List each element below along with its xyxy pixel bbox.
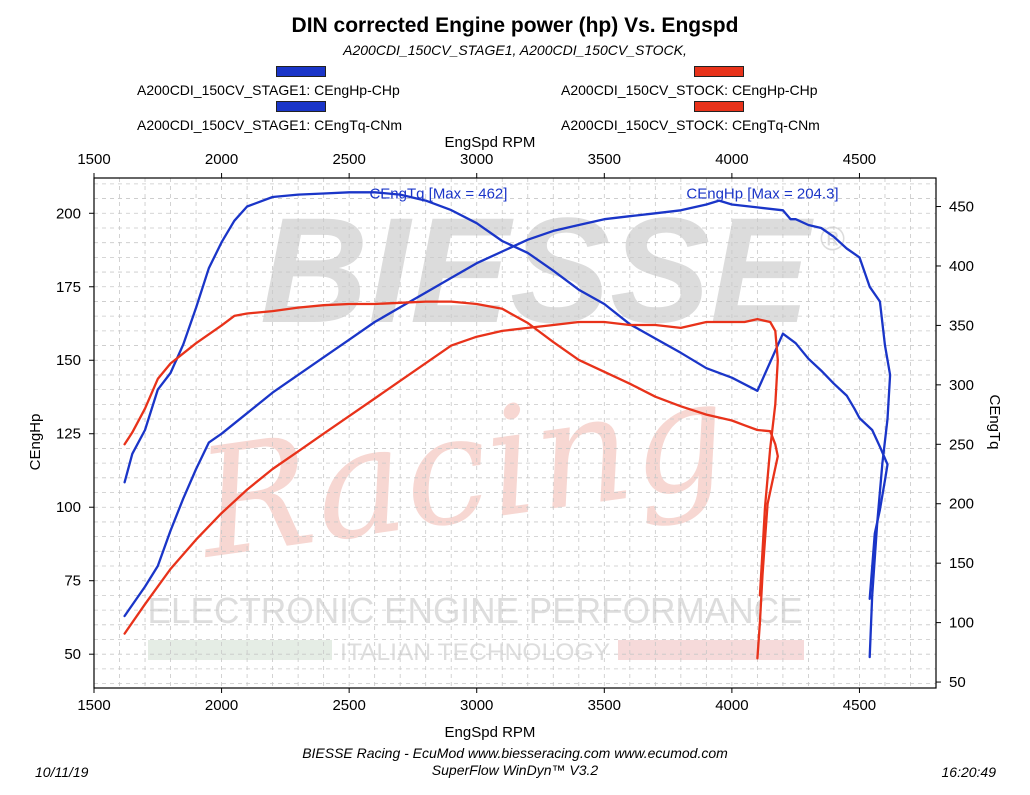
x-tick-label-bottom: 3500 — [588, 697, 621, 714]
legend-swatch-stock-tq — [694, 101, 744, 112]
legend-label-stage1-tq: A200CDI_150CV_STAGE1: CEngTq-CNm — [137, 117, 403, 133]
x-tick-label-bottom: 2000 — [205, 697, 238, 714]
axes: 1500 1500 2000 2000 2500 2500 3000 3000 3500 3500… — [56, 151, 974, 714]
x-tick-label-bottom: 1500 — [77, 697, 110, 714]
watermark-registered: ® — [820, 220, 845, 258]
x-tick-label-bottom: 4500 — [843, 697, 876, 714]
series-line-stage1-power — [123, 199, 892, 659]
y-tick-label-left: 75 — [64, 573, 81, 590]
x-tick-label-top: 2500 — [332, 151, 365, 168]
y-tick-label-right: 300 — [949, 377, 974, 394]
y-tick-label-left: 150 — [56, 352, 81, 369]
y-tick-label-left: 50 — [64, 646, 81, 663]
y-axis-right-title: CEngTq — [986, 394, 1003, 449]
legend-label-stock-hp: A200CDI_150CV_STOCK: CEngHp-CHp — [561, 82, 818, 98]
chart-subtitle: A200CDI_150CV_STAGE1, A200CDI_150CV_STOC… — [343, 42, 687, 58]
legend-swatch-stage1-hp — [276, 66, 326, 77]
annotations: CEngTq [Max = 462] CEngHp [Max = 204.3] — [369, 186, 838, 203]
legend-label-stage1-hp: A200CDI_150CV_STAGE1: CEngHp-CHp — [137, 82, 400, 98]
legend-swatch-stage1-tq — [276, 101, 326, 112]
y-tick-label-right: 100 — [949, 615, 974, 632]
y-tick-label-left: 200 — [56, 205, 81, 222]
series-line-stage1-torque — [123, 191, 889, 600]
x-tick-label-bottom: 2500 — [332, 697, 365, 714]
footer-credit: BIESSE Racing - EcuMod www.biesseracing.… — [302, 745, 728, 761]
y-axis-left-title: CEngHp — [27, 414, 44, 471]
y-tick-label-right: 200 — [949, 496, 974, 513]
watermark-bar-right — [618, 640, 804, 660]
x-tick-label-top: 4000 — [715, 151, 748, 168]
x-tick-label-top: 4500 — [843, 151, 876, 168]
y-tick-label-left: 125 — [56, 426, 81, 443]
x-tick-label-bottom: 3000 — [460, 697, 493, 714]
annotation-label-1: CEngHp [Max = 204.3] — [686, 186, 838, 203]
series-line-stock-power — [123, 317, 779, 635]
watermark-line2: ITALIAN TECHNOLOGY — [340, 639, 610, 666]
y-tick-label-right: 400 — [949, 258, 974, 275]
series-group — [123, 191, 892, 660]
x-axis-top-title: EngSpd RPM — [445, 134, 536, 151]
x-tick-label-top: 1500 — [77, 151, 110, 168]
y-tick-label-right: 250 — [949, 436, 974, 453]
footer-software: SuperFlow WinDyn™ V3.2 — [431, 762, 599, 778]
x-tick-label-top: 2000 — [205, 151, 238, 168]
plot-frame — [93, 177, 937, 689]
y-tick-label-left: 100 — [56, 499, 81, 516]
plot-area — [94, 178, 936, 688]
legend-swatch-stock-hp — [694, 66, 744, 77]
legend-label-stock-tq: A200CDI_150CV_STOCK: CEngTq-CNm — [561, 117, 820, 133]
y-tick-label-right: 150 — [949, 555, 974, 572]
series-line-stock-torque — [123, 300, 779, 660]
annotation-label-0: CEngTq [Max = 462] — [369, 186, 507, 203]
footer-date: 10/11/19 — [35, 764, 89, 780]
watermark-bar-left — [148, 640, 332, 660]
y-tick-label-right: 350 — [949, 317, 974, 334]
x-tick-label-top: 3000 — [460, 151, 493, 168]
y-tick-label-right: 450 — [949, 199, 974, 216]
grid — [94, 178, 936, 688]
x-axis-bottom-title: EngSpd RPM — [445, 724, 536, 741]
chart-title: DIN corrected Engine power (hp) Vs. Engs… — [291, 14, 739, 37]
y-tick-label-right: 50 — [949, 674, 966, 691]
x-tick-label-top: 3500 — [588, 151, 621, 168]
footer-time: 16:20:49 — [941, 764, 997, 780]
y-tick-label-left: 175 — [56, 279, 81, 296]
x-tick-label-bottom: 4000 — [715, 697, 748, 714]
